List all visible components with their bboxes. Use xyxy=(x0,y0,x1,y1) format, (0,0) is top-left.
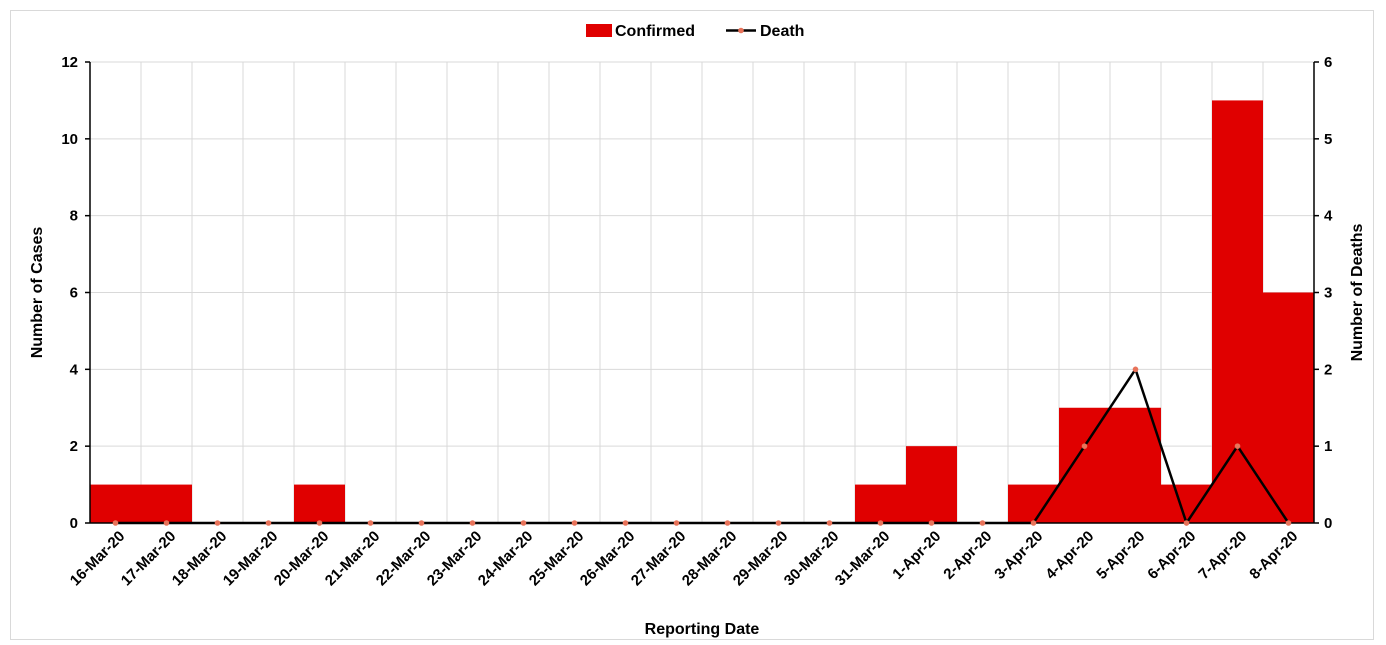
x-tick-label-26-Mar-20: 26-Mar-20 xyxy=(577,528,639,590)
death-point-8-Apr-20 xyxy=(1285,520,1292,526)
y2-tick-label-2: 2 xyxy=(1324,361,1332,378)
bar-20-Mar-20 xyxy=(294,484,345,523)
x-tick-label-2-Apr-20: 2-Apr-20 xyxy=(940,528,995,583)
y2-tick-label-0: 0 xyxy=(1324,515,1332,532)
y-tick-label-3: 6 xyxy=(70,285,78,302)
death-point-6-Apr-20 xyxy=(1183,520,1190,526)
legend-swatch-confirmed xyxy=(586,24,612,37)
death-point-25-Mar-20 xyxy=(571,520,578,526)
y2-tick-label-1: 1 xyxy=(1324,438,1332,455)
y2-tick-label-5: 5 xyxy=(1324,131,1332,148)
x-tick-label-8-Apr-20: 8-Apr-20 xyxy=(1246,528,1301,583)
death-point-31-Mar-20 xyxy=(877,520,884,526)
y2-tick-label-6: 6 xyxy=(1324,54,1332,71)
bar-17-Mar-20 xyxy=(141,484,192,523)
y-tick-label-6: 12 xyxy=(61,54,78,71)
x-axis-title: Reporting Date xyxy=(645,621,760,638)
x-tick-label-28-Mar-20: 28-Mar-20 xyxy=(679,528,741,590)
x-tick-label-4-Apr-20: 4-Apr-20 xyxy=(1042,528,1097,583)
x-tick-label-30-Mar-20: 30-Mar-20 xyxy=(781,528,843,590)
x-tick-label-29-Mar-20: 29-Mar-20 xyxy=(730,528,792,590)
x-tick-label-7-Apr-20: 7-Apr-20 xyxy=(1195,528,1250,583)
x-tick-label-22-Mar-20: 22-Mar-20 xyxy=(373,528,435,590)
x-tick-label-21-Mar-20: 21-Mar-20 xyxy=(322,528,384,590)
death-point-29-Mar-20 xyxy=(775,520,782,526)
y2-tick-label-3: 3 xyxy=(1324,285,1332,302)
bar-3-Apr-20 xyxy=(1008,484,1059,523)
death-point-20-Mar-20 xyxy=(316,520,323,526)
y-tick-label-0: 0 xyxy=(70,515,78,532)
x-tick-label-23-Mar-20: 23-Mar-20 xyxy=(424,528,486,590)
y2-axis-title: Number of Deaths xyxy=(1349,224,1366,362)
death-point-26-Mar-20 xyxy=(622,520,629,526)
x-tick-label-3-Apr-20: 3-Apr-20 xyxy=(991,528,1046,583)
death-line xyxy=(115,366,1290,526)
death-point-30-Mar-20 xyxy=(826,520,833,526)
legend-label-confirmed: Confirmed xyxy=(615,23,695,40)
x-tick-label-27-Mar-20: 27-Mar-20 xyxy=(628,528,690,590)
death-point-24-Mar-20 xyxy=(520,520,527,526)
x-tick-label-24-Mar-20: 24-Mar-20 xyxy=(475,528,537,590)
y-tick-label-1: 2 xyxy=(70,438,78,455)
x-tick-label-19-Mar-20: 19-Mar-20 xyxy=(220,528,282,590)
death-point-28-Mar-20 xyxy=(724,520,731,526)
x-tick-label-6-Apr-20: 6-Apr-20 xyxy=(1144,528,1199,583)
y-tick-label-2: 4 xyxy=(70,361,79,378)
x-tick-label-17-Mar-20: 17-Mar-20 xyxy=(118,528,180,590)
x-tick-label-5-Apr-20: 5-Apr-20 xyxy=(1093,528,1148,583)
y2-tick-label-4: 4 xyxy=(1324,208,1333,225)
death-point-21-Mar-20 xyxy=(367,520,374,526)
bar-5-Apr-20 xyxy=(1110,407,1161,523)
legend-marker-death xyxy=(738,27,744,34)
death-point-27-Mar-20 xyxy=(673,520,680,526)
chart-frame xyxy=(10,10,1374,640)
bar-1-Apr-20 xyxy=(906,446,957,523)
x-tick-label-31-Mar-20: 31-Mar-20 xyxy=(832,528,894,590)
death-point-16-Mar-20 xyxy=(112,520,119,526)
death-point-2-Apr-20 xyxy=(979,520,986,526)
death-point-18-Mar-20 xyxy=(214,520,221,526)
y-axis-title: Number of Cases xyxy=(29,227,46,359)
bar-6-Apr-20 xyxy=(1161,484,1212,523)
death-point-17-Mar-20 xyxy=(163,520,170,526)
death-point-22-Mar-20 xyxy=(418,520,425,526)
death-point-19-Mar-20 xyxy=(265,520,272,526)
y-tick-label-5: 10 xyxy=(61,131,78,148)
x-tick-label-18-Mar-20: 18-Mar-20 xyxy=(169,528,231,590)
bar-8-Apr-20 xyxy=(1263,292,1314,523)
death-point-5-Apr-20 xyxy=(1132,366,1139,373)
x-tick-label-16-Mar-20: 16-Mar-20 xyxy=(67,528,129,590)
death-point-1-Apr-20 xyxy=(928,520,935,526)
bar-31-Mar-20 xyxy=(855,484,906,523)
death-point-23-Mar-20 xyxy=(469,520,476,526)
death-point-3-Apr-20 xyxy=(1030,520,1037,526)
x-tick-label-1-Apr-20: 1-Apr-20 xyxy=(889,528,944,583)
y-tick-label-4: 8 xyxy=(70,208,78,225)
legend-label-death: Death xyxy=(760,23,804,40)
death-point-4-Apr-20 xyxy=(1081,443,1088,449)
x-tick-label-25-Mar-20: 25-Mar-20 xyxy=(526,528,588,590)
bar-7-Apr-20 xyxy=(1212,100,1263,524)
x-tick-label-20-Mar-20: 20-Mar-20 xyxy=(271,528,333,590)
bar-4-Apr-20 xyxy=(1059,407,1110,523)
death-point-7-Apr-20 xyxy=(1234,443,1241,449)
bar-16-Mar-20 xyxy=(90,484,141,523)
